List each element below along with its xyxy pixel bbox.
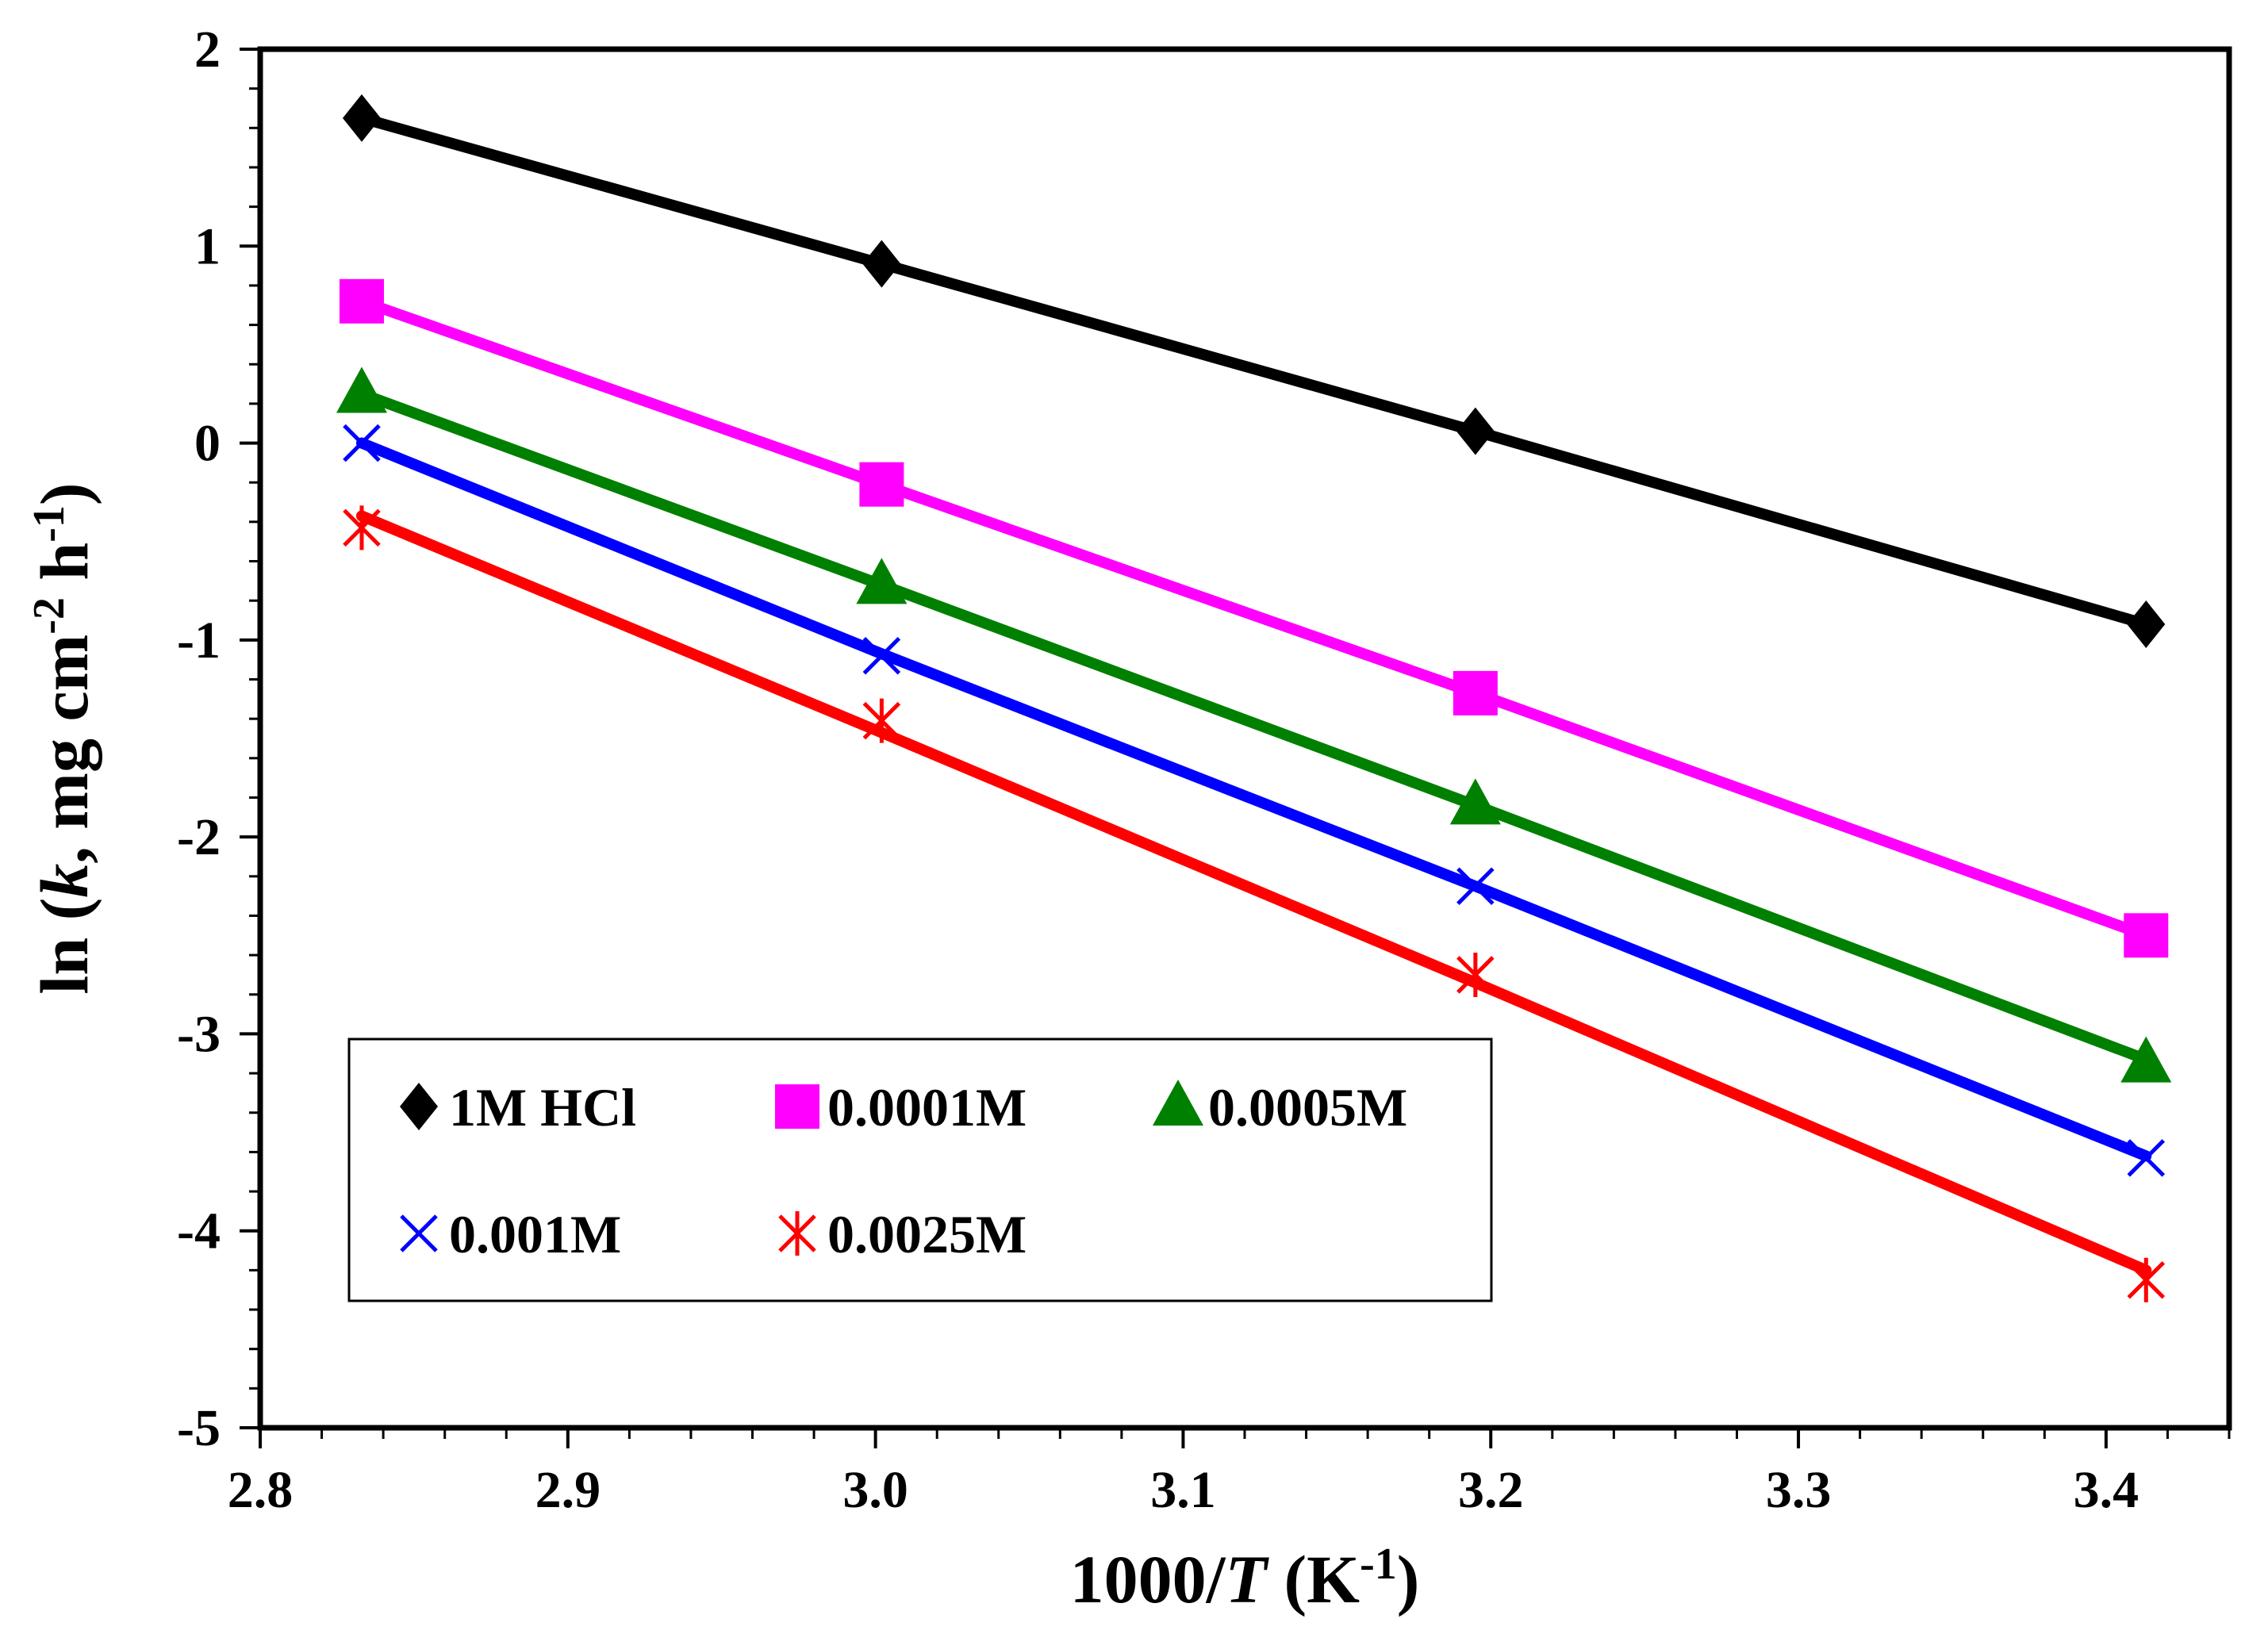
- legend: 1M HCl 0.0001M 0.0005M 0.001M 0.0025M: [347, 1038, 1493, 1302]
- data-point: [343, 424, 381, 462]
- legend-label: 0.0025M: [827, 1204, 1027, 1264]
- x-axis-title: 1000/T (K-1): [1070, 1540, 1420, 1617]
- data-point: [862, 698, 901, 743]
- axis-ticks: [240, 48, 2231, 1448]
- x-tick-label: 3.0: [842, 1461, 908, 1519]
- legend-marker: [400, 1083, 438, 1130]
- y-tick-label: 0: [194, 415, 221, 473]
- y-tick-label: 1: [194, 217, 221, 275]
- data-point: [2120, 1036, 2172, 1083]
- legend-box: [347, 1038, 1493, 1302]
- series-line: [355, 388, 2152, 1065]
- data-point: [862, 240, 901, 288]
- x-tick-label: 2.9: [535, 1461, 601, 1519]
- legend-label: 0.0001M: [827, 1077, 1027, 1137]
- y-tick-label: -5: [177, 1399, 221, 1457]
- x-tick-label: 3.1: [1150, 1461, 1216, 1519]
- data-point: [1456, 407, 1495, 455]
- data-point: [856, 558, 908, 604]
- data-point: [1456, 952, 1495, 997]
- x-tick-label: 3.2: [1458, 1461, 1524, 1519]
- y-tick-label: -2: [177, 808, 221, 866]
- data-point: [2124, 913, 2169, 958]
- y-tick-label: 2: [194, 21, 221, 79]
- data-point: [1449, 778, 1501, 825]
- y-tick-label: -4: [177, 1202, 221, 1260]
- data-point: [339, 278, 384, 324]
- legend-marker: [778, 1211, 816, 1256]
- x-tick-label: 3.4: [2074, 1461, 2139, 1519]
- series-group: [336, 94, 2172, 1302]
- legend-marker: [1153, 1080, 1203, 1126]
- legend-marker: [775, 1084, 819, 1129]
- data-point: [2127, 600, 2166, 648]
- data-point: [343, 505, 381, 550]
- y-tick-label: -3: [177, 1005, 221, 1063]
- series-line: [355, 510, 2152, 1276]
- data-point: [336, 366, 387, 413]
- series-line: [355, 112, 2152, 630]
- y-tick-label: -1: [177, 612, 221, 669]
- axis-tick-labels: 2.8 2.9 3.0 3.1 3.2 3.3 3.4 -5 -4 -3 -2 -1 0 1 2: [177, 21, 2139, 1519]
- data-point: [862, 636, 901, 675]
- data-point: [1453, 670, 1498, 715]
- data-point: [342, 94, 381, 142]
- x-tick-label: 2.8: [228, 1461, 294, 1519]
- series-line: [355, 295, 2152, 942]
- legend-label: 1M HCl: [449, 1077, 636, 1137]
- legend-label: 0.0005M: [1208, 1077, 1407, 1137]
- y-axis-title: ln (k, mg cm-2 h-1): [25, 482, 102, 994]
- data-point: [2127, 1139, 2166, 1177]
- data-point: [859, 462, 904, 507]
- data-point: [2127, 1257, 2166, 1302]
- x-tick-label: 3.3: [1766, 1461, 1832, 1519]
- legend-marker: [400, 1214, 438, 1252]
- data-point: [1456, 867, 1495, 905]
- legend-label: 0.001M: [449, 1204, 621, 1264]
- series-line: [355, 437, 2152, 1162]
